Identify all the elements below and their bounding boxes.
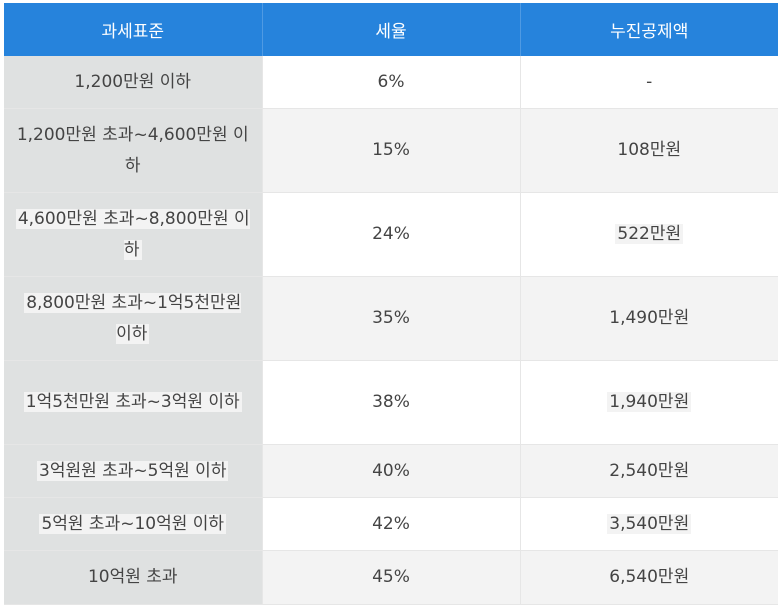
bracket-text: 4,600만원 초과~8,800만원 이하 xyxy=(15,208,250,260)
deduction-text: 2,540만원 xyxy=(607,460,692,481)
tax-rate-table: 과세표준 세율 누진공제액 1,200만원 이하 6% - 1,200만원 초과… xyxy=(4,3,778,605)
header-tax-base: 과세표준 xyxy=(4,3,263,56)
bracket-text: 1,200만원 이하 xyxy=(74,71,192,92)
table-row: 3억원원 초과~5억원 이하 40% 2,540만원 xyxy=(4,444,778,498)
bracket-text: 10억원 초과 xyxy=(87,567,178,587)
rate-cell: 40% xyxy=(262,444,521,498)
rate-text: 6% xyxy=(377,71,405,92)
deduction-cell: 6,540만원 xyxy=(520,550,778,605)
bracket-cell: 4,600만원 초과~8,800만원 이하 xyxy=(4,192,263,277)
rate-cell: 24% xyxy=(262,192,521,277)
table-row: 10억원 초과 45% 6,540만원 xyxy=(4,550,778,605)
bracket-cell: 8,800만원 초과~1억5천만원 이하 xyxy=(4,276,263,361)
table-row: 1,200만원 이하 6% - xyxy=(4,56,778,109)
table-row: 1,200만원 초과~4,600만원 이하 15% 108만원 xyxy=(4,108,778,193)
rate-cell: 15% xyxy=(262,108,521,193)
deduction-cell: 2,540만원 xyxy=(520,444,778,498)
bracket-cell: 5억원 초과~10억원 이하 xyxy=(4,497,263,551)
header-progressive-deduction: 누진공제액 xyxy=(520,3,778,56)
deduction-text: 3,540만원 xyxy=(607,513,692,534)
table-row: 8,800만원 초과~1억5천만원 이하 35% 1,490만원 xyxy=(4,276,778,361)
table-row: 5억원 초과~10억원 이하 42% 3,540만원 xyxy=(4,497,778,551)
table-header-row: 과세표준 세율 누진공제액 xyxy=(4,3,778,56)
deduction-cell: 1,940만원 xyxy=(520,360,778,445)
rate-cell: 6% xyxy=(262,56,521,109)
deduction-text: 6,540만원 xyxy=(609,567,690,587)
bracket-text: 1억5천만원 초과~3억원 이하 xyxy=(23,392,242,412)
rate-text: 42% xyxy=(372,513,410,534)
table-row: 4,600만원 초과~8,800만원 이하 24% 522만원 xyxy=(4,192,778,277)
deduction-text: - xyxy=(646,71,653,92)
rate-cell: 42% xyxy=(262,497,521,551)
rate-text: 45% xyxy=(372,567,410,587)
rate-cell: 38% xyxy=(262,360,521,445)
bracket-text: 3억원원 초과~5억원 이하 xyxy=(37,460,229,481)
header-tax-rate: 세율 xyxy=(262,3,521,56)
rate-text: 40% xyxy=(372,460,410,481)
deduction-cell: 108만원 xyxy=(520,108,778,193)
rate-text: 15% xyxy=(372,140,410,160)
bracket-cell: 10억원 초과 xyxy=(4,550,263,605)
deduction-text: 1,490만원 xyxy=(607,308,692,328)
deduction-text: 522만원 xyxy=(615,224,684,244)
deduction-cell: 522만원 xyxy=(520,192,778,277)
deduction-cell: - xyxy=(520,56,778,109)
bracket-text: 5억원 초과~10억원 이하 xyxy=(39,513,227,534)
table-row: 1억5천만원 초과~3억원 이하 38% 1,940만원 xyxy=(4,360,778,445)
bracket-text: 8,800만원 초과~1억5천만원 이하 xyxy=(24,292,242,344)
bracket-cell: 1억5천만원 초과~3억원 이하 xyxy=(4,360,263,445)
rate-text: 35% xyxy=(372,308,410,328)
bracket-text: 1,200만원 초과~4,600만원 이하 xyxy=(16,124,249,176)
bracket-cell: 1,200만원 이하 xyxy=(4,56,263,109)
rate-cell: 35% xyxy=(262,276,521,361)
rate-text: 24% xyxy=(372,224,410,244)
bracket-cell: 1,200만원 초과~4,600만원 이하 xyxy=(4,108,263,193)
rate-text: 38% xyxy=(372,392,410,412)
bracket-cell: 3억원원 초과~5억원 이하 xyxy=(4,444,263,498)
deduction-text: 1,940만원 xyxy=(607,392,692,412)
deduction-cell: 1,490만원 xyxy=(520,276,778,361)
rate-cell: 45% xyxy=(262,550,521,605)
deduction-text: 108만원 xyxy=(617,140,682,160)
deduction-cell: 3,540만원 xyxy=(520,497,778,551)
